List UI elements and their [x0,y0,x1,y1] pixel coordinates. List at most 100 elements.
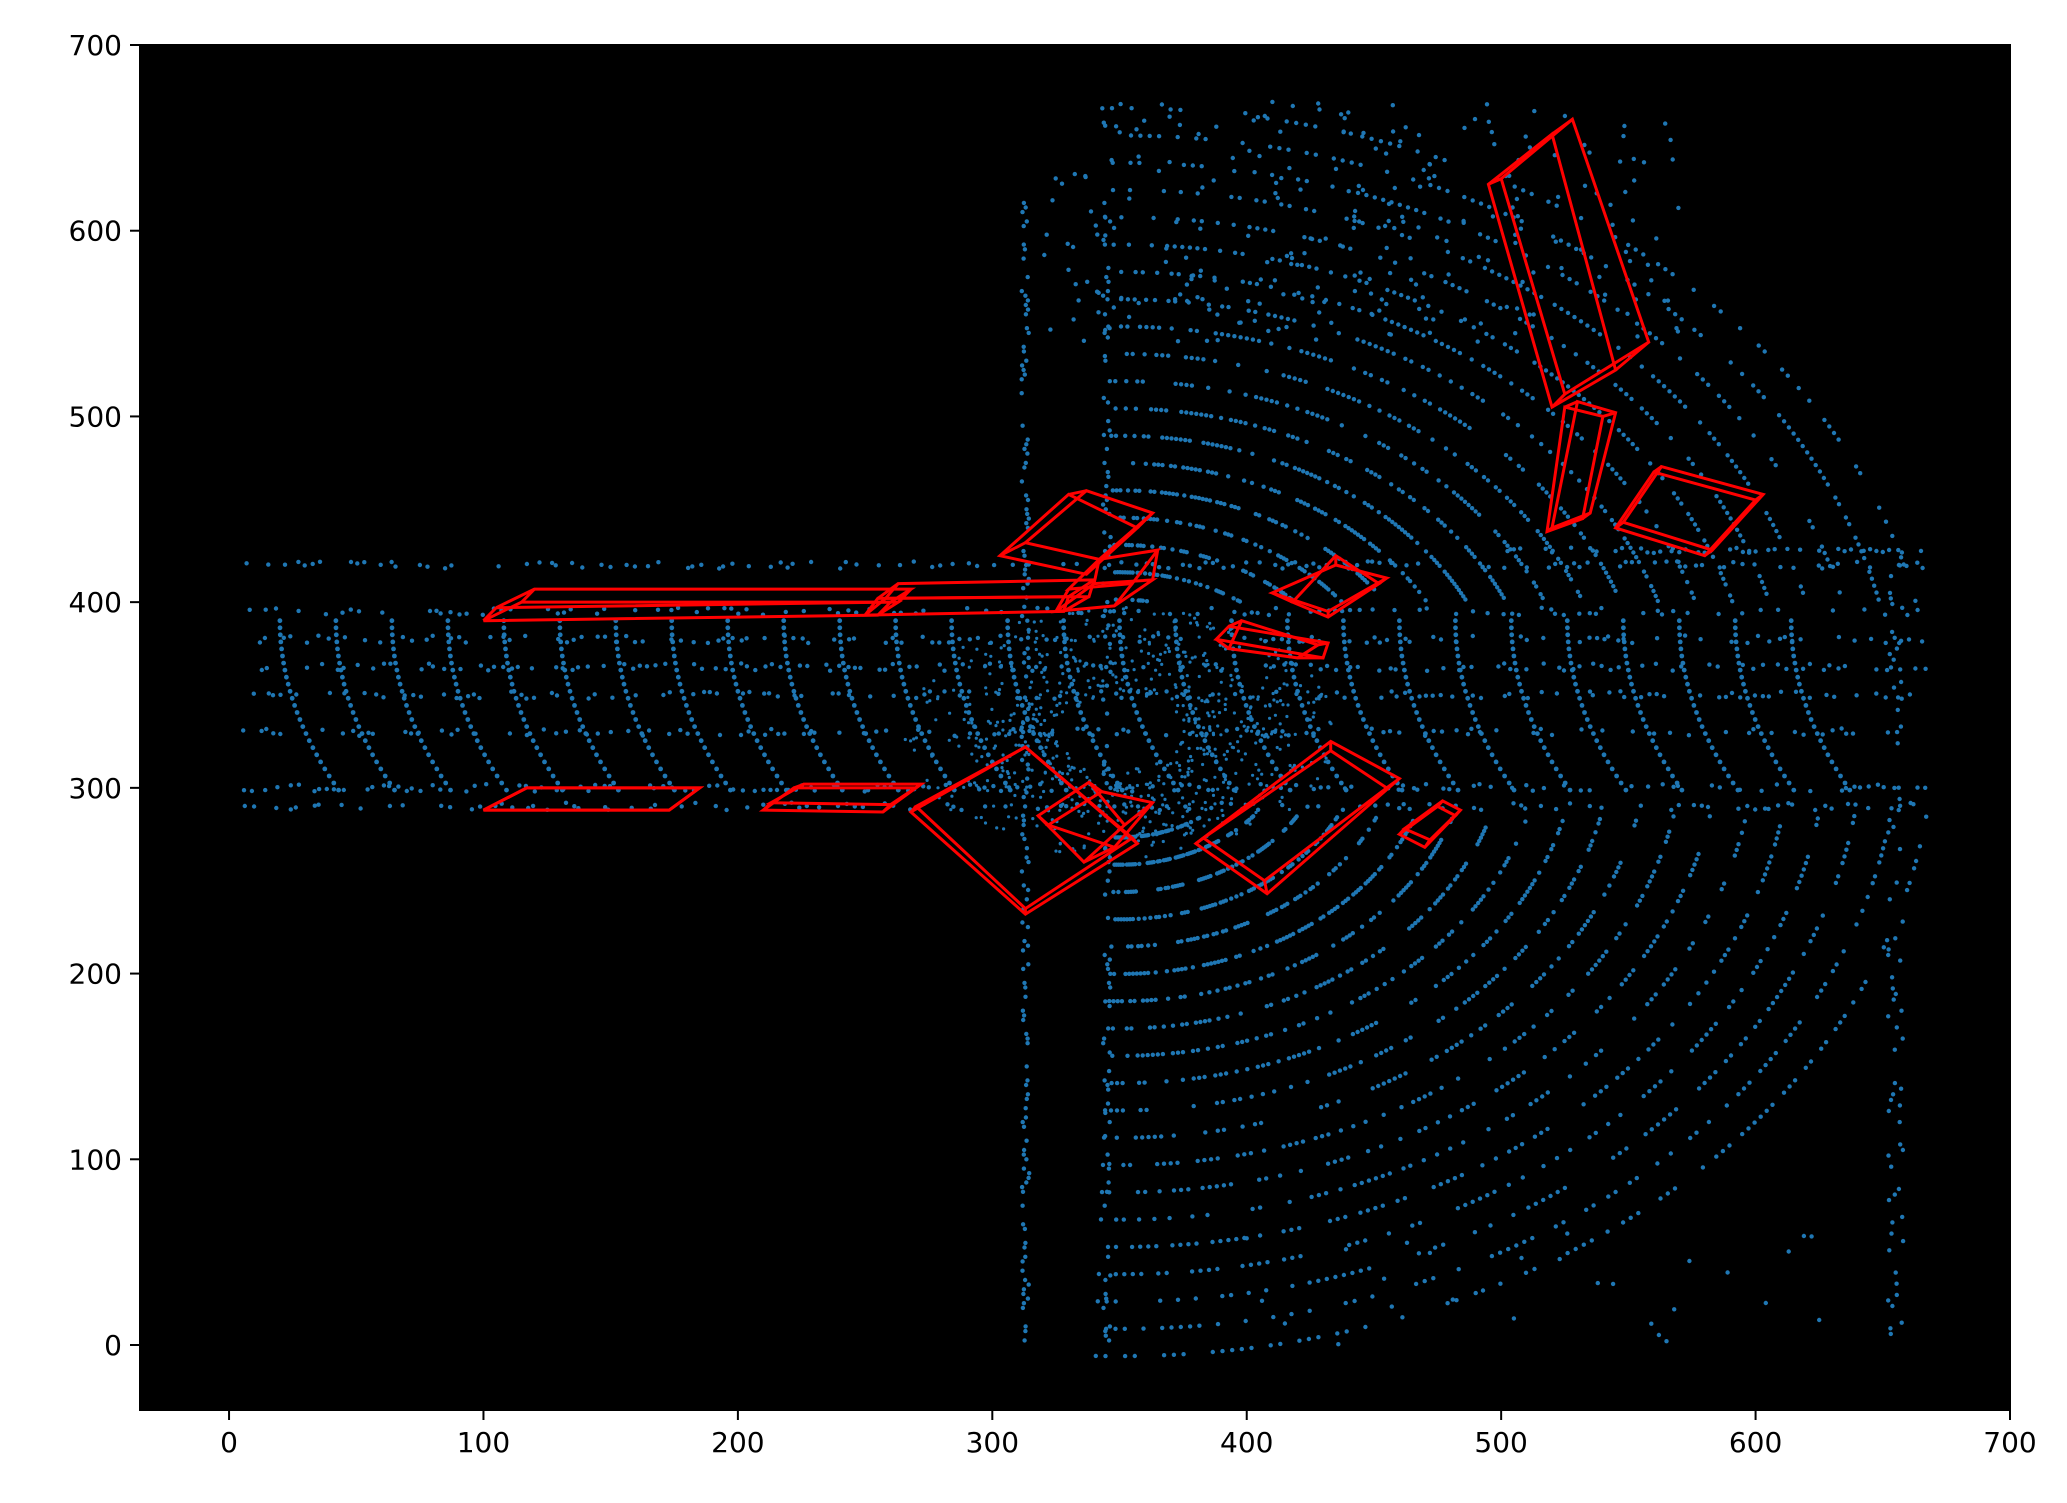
cloud-point [1158,886,1163,892]
cloud-point [337,660,342,666]
cloud-point [1156,1271,1161,1276]
cloud-point [1649,1321,1654,1326]
cloud-point [970,721,974,725]
cloud-point [1565,1250,1570,1256]
cloud-point [937,662,942,667]
cloud-point [1021,822,1026,828]
cloud-point [1562,1185,1568,1191]
cloud-point [1696,851,1701,857]
cloud-point [1111,889,1116,895]
cloud-point [1415,540,1420,546]
cloud-point [1020,1305,1026,1311]
cloud-point [1492,1189,1497,1195]
cloud-point [1686,511,1691,517]
cloud-point [1204,808,1208,812]
cloud-point [1020,423,1025,428]
cloud-point [1619,982,1625,987]
cloud-point [1142,118,1147,123]
cloud-point [1127,196,1132,201]
cloud-point [488,634,493,640]
cloud-point [1288,251,1294,256]
cloud-point [845,681,851,687]
cloud-point [1898,667,1903,672]
cloud-point [1271,228,1276,234]
cloud-point [1895,695,1901,700]
cloud-point [901,681,907,687]
cloud-point [1019,734,1024,739]
cloud-point [1313,1135,1318,1141]
cloud-point [1631,968,1636,973]
cloud-point [1252,1122,1258,1127]
cloud-point [1270,838,1275,844]
cloud-point [1024,1064,1029,1069]
cloud-point [1140,379,1146,384]
cloud-point [1021,966,1026,972]
cloud-point [926,745,931,751]
cloud-point [1264,368,1269,374]
cloud-point [1285,996,1291,1002]
cloud-point [1317,107,1322,112]
cloud-point [1202,1157,1207,1163]
cloud-point [1339,423,1345,428]
cloud-point [1757,573,1762,579]
cloud-point [1164,969,1170,974]
cloud-point [1472,116,1478,122]
cloud-point [1342,695,1347,700]
cloud-point [341,681,347,687]
cloud-point [1422,398,1428,403]
cloud-point [1459,1039,1464,1044]
cloud-point [1234,789,1238,794]
cloud-point [1629,396,1634,402]
cloud-point [1416,1097,1422,1102]
cloud-point [1316,1045,1322,1051]
cloud-point [754,738,760,744]
cloud-point [1178,636,1183,642]
cloud-point [1737,326,1743,331]
cloud-point [1021,1017,1026,1023]
cloud-point [1438,637,1444,642]
cloud-point [279,646,284,652]
cloud-point [1020,1222,1026,1227]
cloud-point [1470,693,1476,698]
cloud-point [1783,982,1788,988]
cloud-point [1103,634,1108,639]
cloud-point [1569,667,1575,673]
cloud-point [1803,1065,1809,1071]
cloud-point [439,728,445,733]
cloud-point [594,611,600,616]
cloud-point [1172,244,1177,249]
cloud-point [1268,1032,1274,1037]
cloud-point [1307,264,1312,269]
cloud-point [1069,681,1075,687]
cloud-point [404,788,409,794]
cloud-point [1439,729,1445,734]
cloud-point [1743,1036,1749,1041]
cloud-point [1550,843,1556,848]
cloud-point [1220,1293,1225,1299]
cloud-point [563,800,569,805]
cloud-point [1358,1210,1363,1215]
cloud-point [277,618,283,624]
cloud-point [1552,611,1558,616]
cloud-point [842,667,847,673]
cloud-point [1654,420,1659,426]
cloud-point [1003,804,1008,809]
cloud-point [392,787,397,793]
cloud-point [1125,324,1130,329]
cloud-point [949,632,955,638]
cloud-point [1450,780,1456,786]
cloud-point [1213,1073,1218,1078]
cloud-point [1280,566,1285,571]
cloud-point [1042,789,1046,794]
cloud-point [1624,1146,1629,1151]
cloud-point [504,653,509,659]
cloud-point [457,635,462,640]
cloud-point [1512,660,1518,666]
cloud-point [1205,1212,1210,1218]
cloud-point [1507,691,1512,697]
cloud-point [1152,1134,1158,1140]
cloud-point [1111,971,1117,977]
cloud-point [449,660,454,666]
cloud-point [1187,1324,1193,1329]
cloud-point [1464,545,1469,550]
